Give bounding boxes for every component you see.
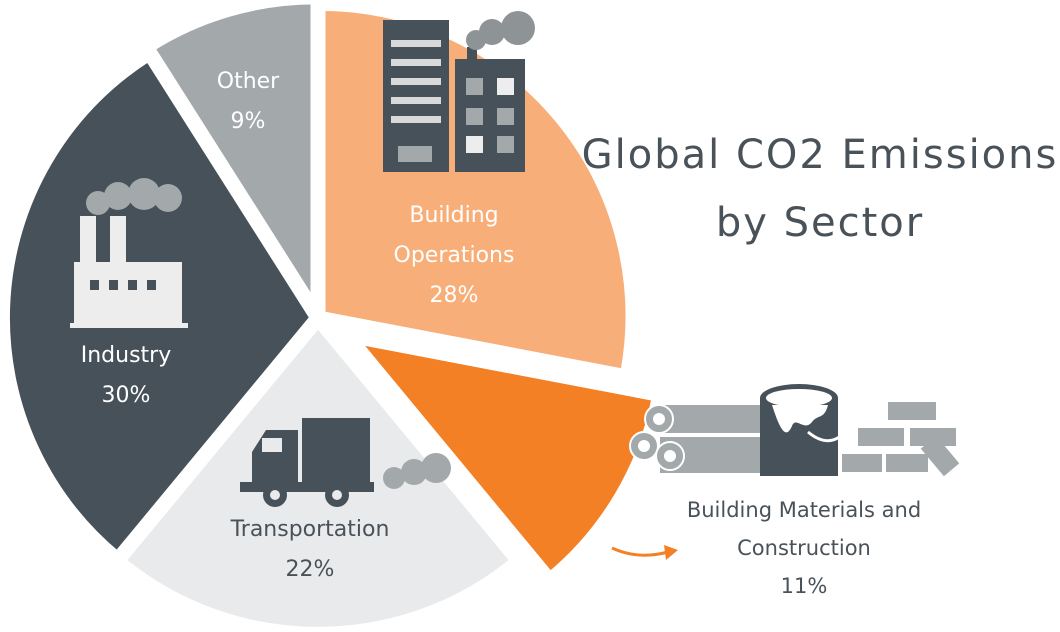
truck-icon <box>240 418 451 507</box>
slice-label-building-materials-1: Construction <box>737 536 871 560</box>
factory-icon <box>70 178 188 328</box>
slice-label-industry-0: Industry <box>81 343 172 368</box>
chart-title-line-2: by Sector <box>716 200 924 246</box>
office-building-icon <box>383 11 535 172</box>
slice-value-other: 9% <box>231 109 266 134</box>
pie-slice-other <box>142 0 321 327</box>
callout-arrow <box>611 545 678 560</box>
chart-title-line-1: Global CO2 Emissions <box>582 132 1059 178</box>
pie-labels: Building Operations 28% Building Materials … <box>81 69 921 598</box>
slice-value-transportation: 22% <box>286 557 335 582</box>
slice-label-transportation-0: Transportation <box>230 517 390 542</box>
construction-materials-icon <box>629 384 960 477</box>
slice-label-building-materials-0: Building Materials and <box>687 498 921 522</box>
slice-value-building-materials: 11% <box>781 574 828 598</box>
slice-label-building-operations-1: Operations <box>394 243 515 268</box>
slice-label-building-operations-0: Building <box>409 203 498 228</box>
slice-value-building-operations: 28% <box>430 283 479 308</box>
slice-label-other-0: Other <box>217 69 280 94</box>
slice-value-industry: 30% <box>102 383 151 408</box>
